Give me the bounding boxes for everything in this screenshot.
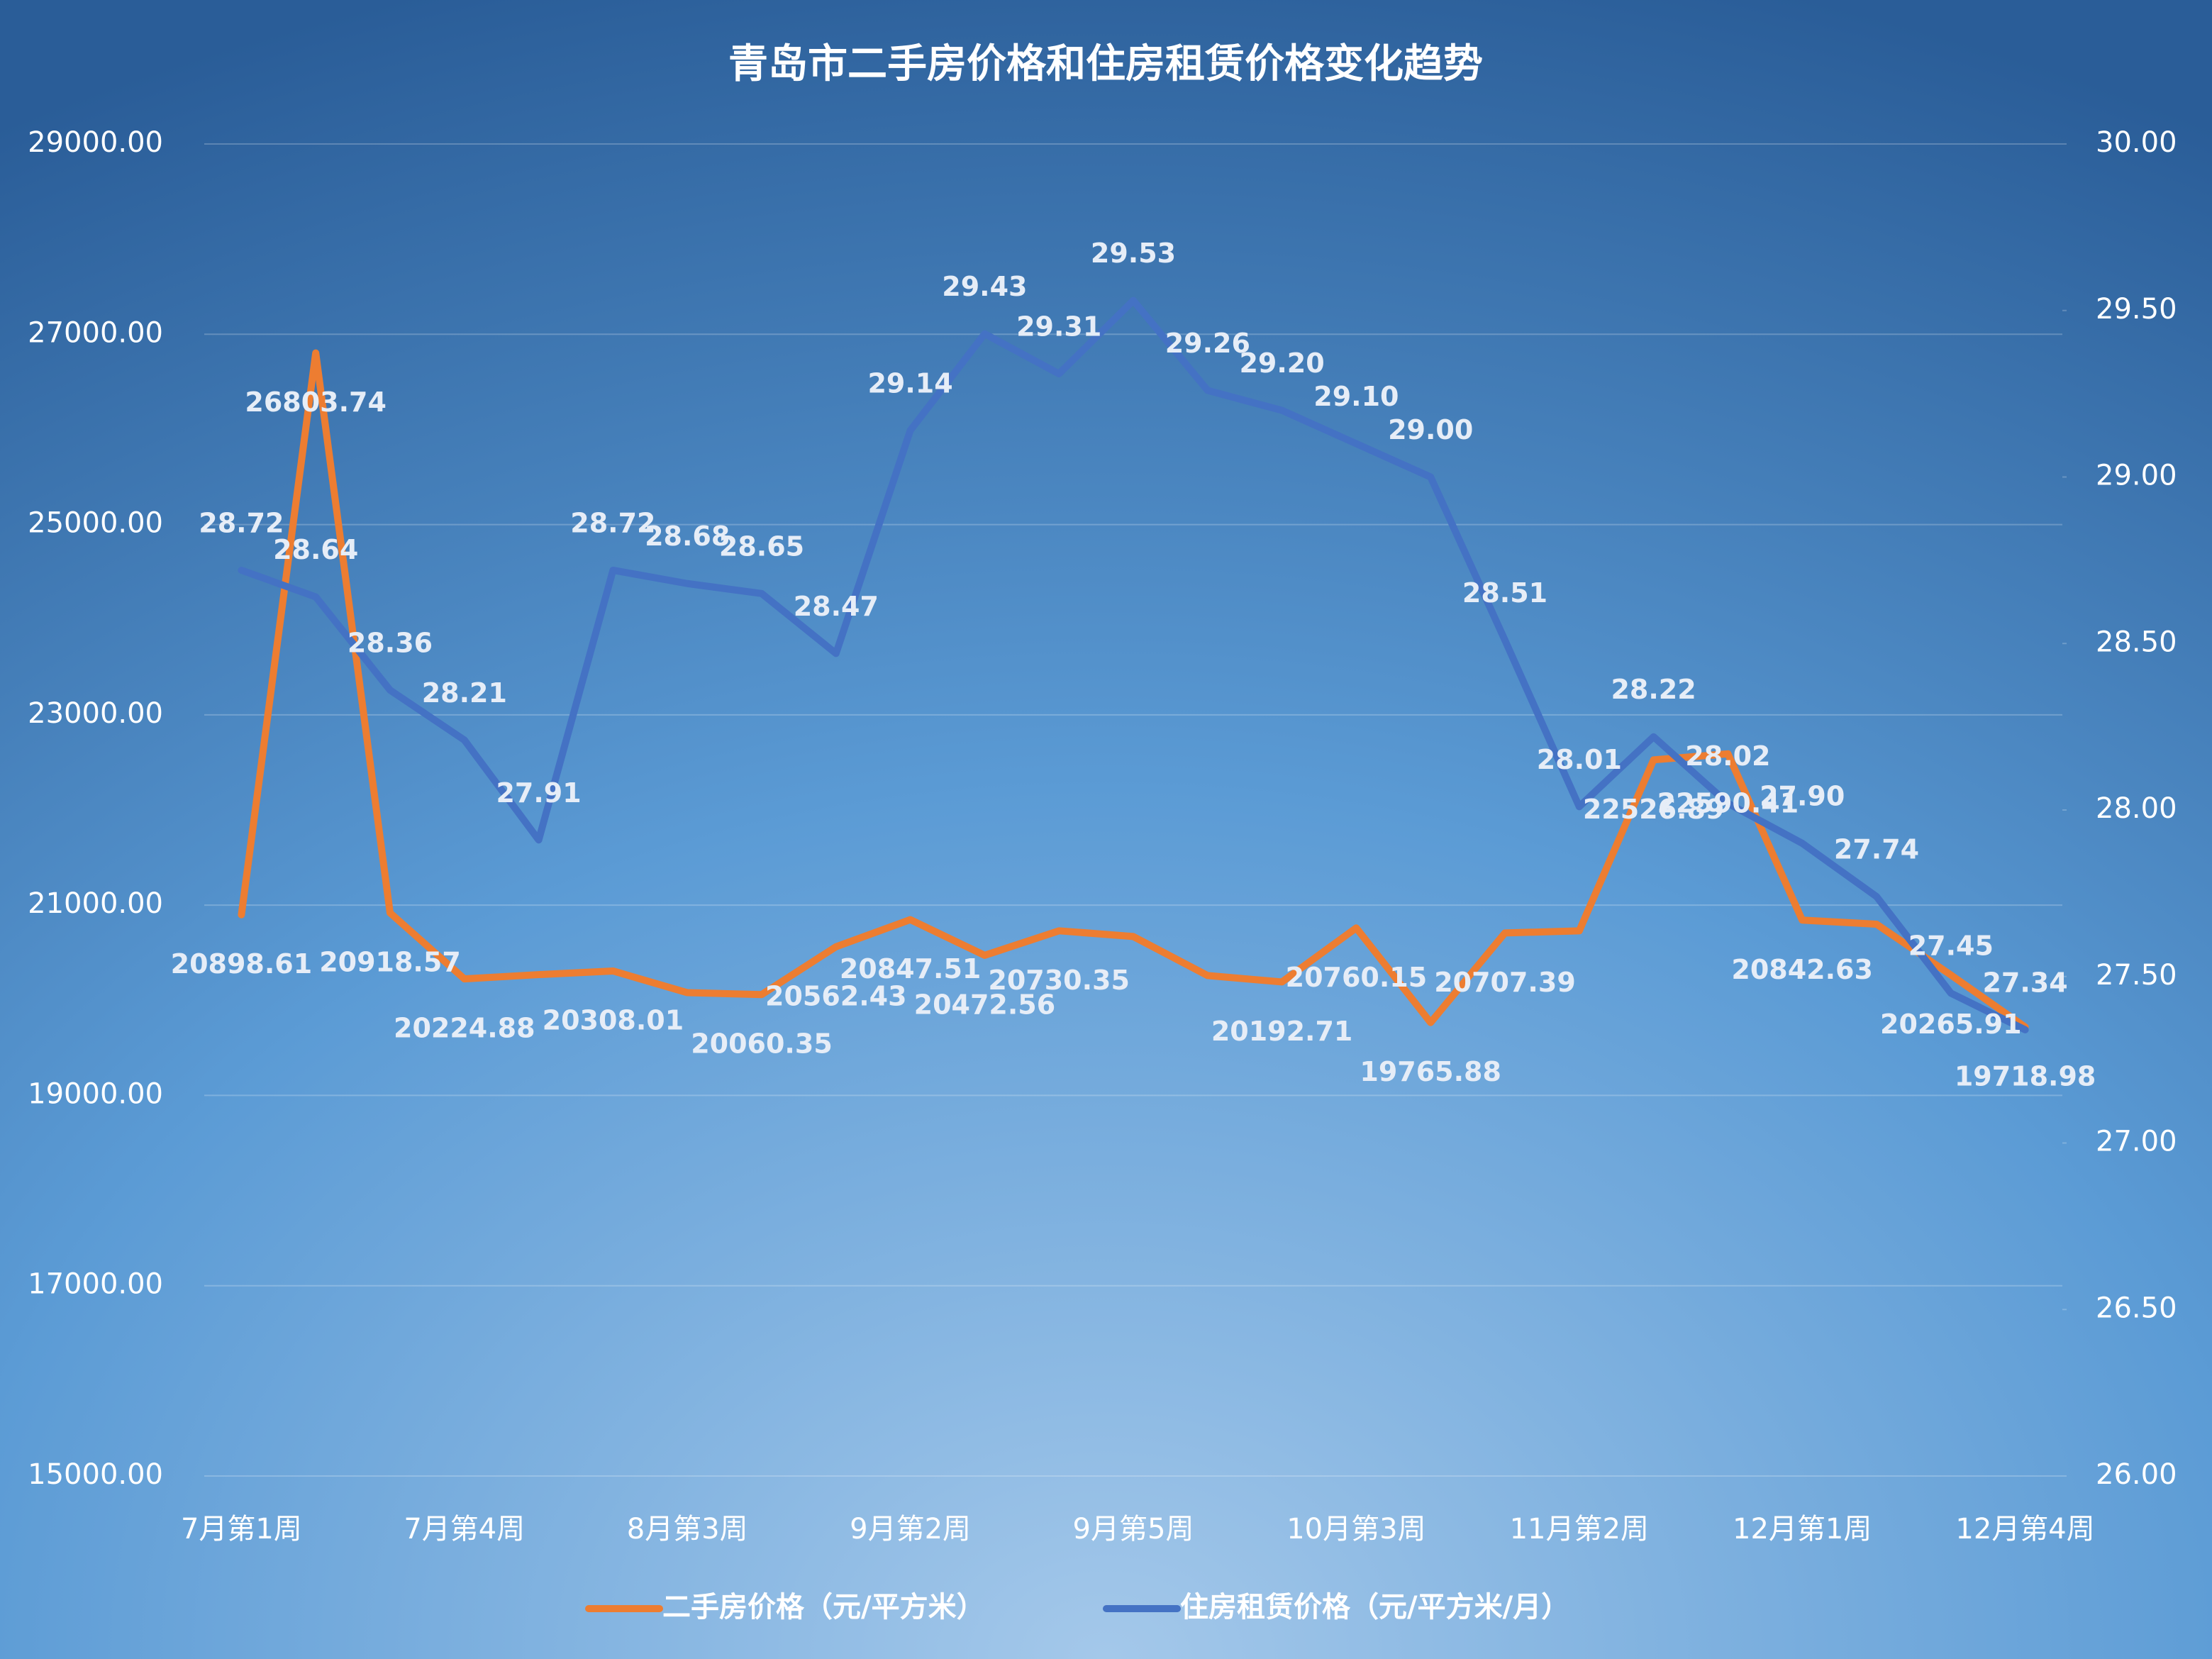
y-tick-label: 17000.00 (28, 1268, 163, 1301)
series-line (238, 349, 2029, 1031)
x-tick-label: 12月第4周 (1955, 1513, 2094, 1546)
y-tick-label: 15000.00 (28, 1458, 163, 1491)
data-label: 28.47 (794, 591, 879, 622)
data-label: 22590.41 (1657, 787, 1799, 819)
data-label: 28.21 (422, 677, 507, 709)
data-label: 28.72 (570, 507, 655, 538)
data-label: 20192.71 (1211, 1016, 1353, 1047)
x-tick-label: 10月第3周 (1286, 1513, 1425, 1546)
data-label: 20898.61 (171, 948, 313, 980)
x-tick-label: 11月第2周 (1510, 1513, 1649, 1546)
data-label: 28.65 (719, 531, 804, 562)
x-tick-label: 8月第3周 (627, 1513, 748, 1546)
data-label: 27.90 (1760, 780, 1845, 811)
y-tick-label: 19000.00 (28, 1077, 163, 1110)
y-tick-label: 27000.00 (28, 316, 163, 349)
data-label: 28.64 (273, 534, 358, 565)
y-tick-label: 21000.00 (28, 887, 163, 920)
y2-tick-label: 26.50 (2096, 1292, 2177, 1324)
x-tick-label: 12月第1周 (1733, 1513, 1872, 1546)
chart-title: 青岛市二手房价格和住房租赁价格变化趋势 (728, 41, 1483, 87)
data-label: 28.36 (348, 627, 433, 658)
y2-tick-label: 29.00 (2096, 460, 2177, 492)
data-label: 20760.15 (1286, 962, 1428, 993)
series-line (238, 296, 2029, 1033)
data-label: 27.34 (1982, 967, 2067, 998)
data-label: 20842.63 (1731, 954, 1873, 985)
data-label: 28.51 (1462, 577, 1547, 609)
data-label: 29.43 (942, 271, 1027, 302)
data-label: 29.31 (1016, 311, 1101, 342)
data-label: 28.72 (199, 507, 284, 538)
y-tick-label: 23000.00 (28, 697, 163, 730)
x-tick-label: 7月第1周 (181, 1513, 302, 1546)
y2-tick-label: 27.50 (2096, 959, 2177, 992)
x-tick-label: 9月第5周 (1073, 1513, 1194, 1546)
y2-tick-label: 26.00 (2096, 1458, 2177, 1491)
legend-label: 二手房价格（元/平方米） (662, 1591, 985, 1624)
y-tick-label: 25000.00 (28, 507, 163, 540)
y2-tick-label: 29.50 (2096, 293, 2177, 326)
y2-tick-label: 28.00 (2096, 792, 2177, 825)
data-label: 27.91 (496, 777, 581, 809)
data-label: 29.00 (1388, 414, 1473, 445)
data-label: 28.01 (1537, 744, 1622, 775)
y2-tick-label: 27.00 (2096, 1126, 2177, 1158)
data-label: 20847.51 (840, 953, 982, 984)
data-label: 29.26 (1165, 328, 1250, 359)
y-tick-label: 29000.00 (28, 126, 163, 159)
data-label: 27.74 (1834, 834, 1919, 865)
data-label: 20707.39 (1434, 967, 1576, 998)
data-label: 19718.98 (1955, 1060, 2096, 1092)
y2-tick-label: 28.50 (2096, 626, 2177, 658)
data-label: 20224.88 (394, 1013, 535, 1044)
data-label: 20308.01 (543, 1004, 684, 1036)
data-label: 28.68 (645, 521, 730, 552)
data-label: 20918.57 (319, 947, 461, 978)
data-label: 20265.91 (1880, 1009, 2022, 1040)
data-label: 29.53 (1091, 238, 1176, 269)
legend-label: 住房租赁价格（元/平方米/月） (1180, 1591, 1569, 1624)
y2-tick-label: 30.00 (2096, 126, 2177, 159)
data-label: 22526.89 (1583, 794, 1725, 825)
data-label: 29.14 (867, 367, 952, 399)
data-label: 20562.43 (765, 980, 907, 1011)
data-label: 20472.56 (914, 989, 1056, 1020)
data-label: 20730.35 (988, 965, 1130, 996)
x-tick-label: 7月第4周 (404, 1513, 525, 1546)
data-label: 27.45 (1908, 931, 1994, 962)
data-label: 26803.74 (245, 387, 387, 418)
data-label: 29.10 (1313, 381, 1399, 412)
data-label: 19765.88 (1360, 1056, 1501, 1087)
data-label: 20060.35 (691, 1028, 833, 1060)
data-label: 28.02 (1685, 740, 1770, 772)
x-tick-label: 9月第2周 (850, 1513, 971, 1546)
data-label: 29.20 (1239, 348, 1324, 379)
data-label: 28.22 (1611, 674, 1696, 705)
